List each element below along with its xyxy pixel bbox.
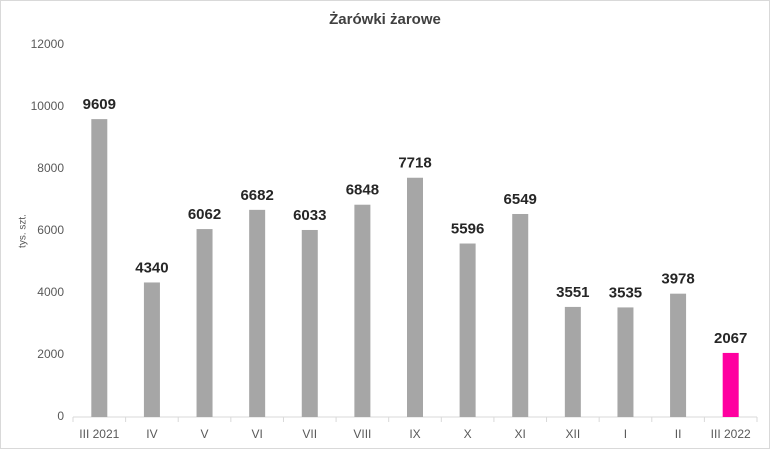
bar (354, 204, 371, 417)
bar (407, 177, 423, 417)
bar (301, 229, 318, 417)
y-axis-label: tys. szt. (18, 214, 29, 248)
y-tick-label: 0 (57, 409, 64, 423)
y-tick-label: 4000 (37, 285, 64, 299)
bar (512, 213, 529, 417)
bar (617, 307, 634, 417)
x-tick-label: VI (251, 427, 262, 441)
data-label: 3535 (609, 284, 642, 301)
x-tick-label: IV (146, 427, 157, 441)
data-label: 5596 (451, 220, 484, 237)
x-tick-label: IX (409, 427, 420, 441)
bar (670, 293, 687, 417)
data-label: 9609 (83, 96, 116, 113)
x-tick-label: X (464, 427, 472, 441)
data-label: 6848 (346, 182, 379, 199)
y-tick-label: 2000 (37, 347, 64, 361)
x-tick-label: I (624, 427, 627, 441)
x-tick-label: V (201, 427, 209, 441)
chart-title: Żarówki żarowe (329, 11, 441, 28)
bar (249, 209, 266, 417)
data-label: 6682 (240, 187, 273, 204)
x-tick-label: XII (566, 427, 581, 441)
bar (459, 243, 476, 417)
y-tick-label: 10000 (31, 99, 65, 113)
x-tick-label: III 2021 (79, 427, 119, 441)
x-tick-label: VII (302, 427, 317, 441)
x-tick-label: VIII (353, 427, 371, 441)
y-tick-label: 8000 (37, 161, 64, 175)
data-label: 4340 (135, 259, 168, 276)
data-label: 6062 (188, 206, 221, 223)
x-tick-label: III 2022 (711, 427, 751, 441)
x-tick-label: II (675, 427, 682, 441)
bar (196, 229, 213, 417)
data-label: 3978 (661, 271, 694, 288)
bar (722, 352, 739, 417)
bar (564, 306, 581, 417)
data-label: 2067 (714, 330, 747, 347)
data-label: 3551 (556, 284, 589, 301)
data-label: 7718 (398, 155, 431, 172)
x-tick-label: XI (515, 427, 526, 441)
y-tick-label: 6000 (37, 223, 64, 237)
y-tick-label: 12000 (31, 37, 65, 51)
bar (143, 282, 160, 417)
data-label: 6549 (504, 191, 537, 208)
data-label: 6033 (293, 207, 326, 224)
bar (91, 119, 108, 417)
